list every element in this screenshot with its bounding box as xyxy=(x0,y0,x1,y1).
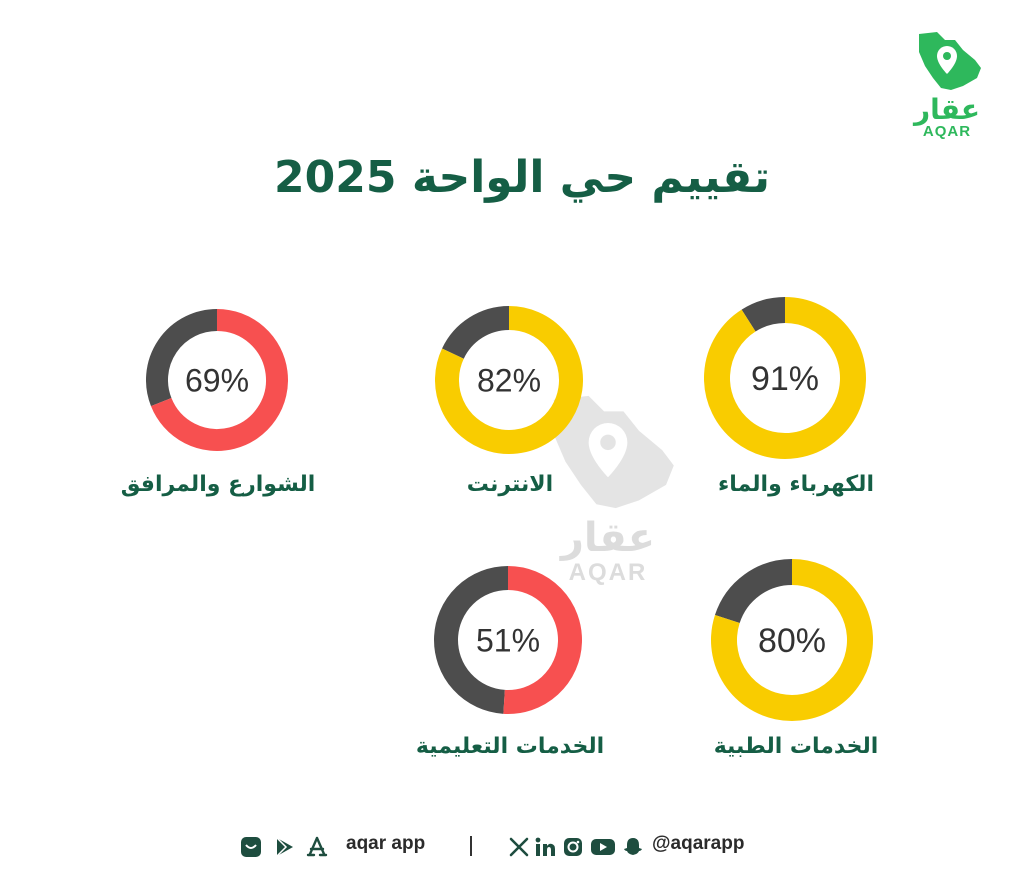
donut-remaining-arc xyxy=(714,559,793,624)
donut-value-label: 80% xyxy=(758,622,826,660)
page-title: تقييم حي الواحة 2025 xyxy=(274,152,770,203)
donut-value-arc xyxy=(704,297,866,459)
donut-remaining-arc xyxy=(442,306,510,360)
watermark-map-icon xyxy=(553,395,674,509)
category-label: الكهرباء والماء xyxy=(718,472,874,497)
watermark-text-en: AQAR xyxy=(568,559,648,586)
watermark-text-ar: عقار xyxy=(560,515,656,561)
saudi-map-icon xyxy=(919,32,981,90)
aqar-logo: عقار AQAR xyxy=(906,30,988,140)
social-handle: @aqarapp xyxy=(652,833,745,854)
app-store-icon[interactable] xyxy=(306,836,328,858)
donut-value-label: 69% xyxy=(185,363,249,399)
donut-remaining-arc xyxy=(146,309,218,407)
donut-remaining-arc xyxy=(434,566,509,714)
watermark: عقار AQAR xyxy=(528,392,688,592)
logo-text-ar: عقار xyxy=(914,93,980,126)
donut-value-arc xyxy=(435,306,583,454)
linkedin-icon[interactable] xyxy=(534,836,556,858)
category-label: الخدمات الطبية xyxy=(713,734,879,759)
donut-value-label: 91% xyxy=(751,360,819,398)
category-label: الخدمات التعليمية xyxy=(415,734,605,759)
donut-value-arc xyxy=(503,566,582,714)
logo-text-en: AQAR xyxy=(922,123,972,140)
donut-value-arc xyxy=(711,559,873,721)
x-icon[interactable] xyxy=(508,836,530,858)
google-play-icon[interactable] xyxy=(274,836,296,858)
app-label: aqar app xyxy=(346,833,426,854)
youtube-icon[interactable] xyxy=(590,836,615,858)
snapchat-icon[interactable] xyxy=(622,836,644,858)
instagram-icon[interactable] xyxy=(562,836,584,858)
donut-remaining-arc xyxy=(741,297,786,332)
category-label: الشوارع والمرافق xyxy=(120,472,316,497)
donut-value-label: 51% xyxy=(476,623,540,659)
footer-divider xyxy=(470,836,472,856)
category-label: الانترنت xyxy=(466,472,554,497)
donut-value-arc xyxy=(150,309,288,451)
donut-value-label: 82% xyxy=(477,363,541,399)
store-icon[interactable] xyxy=(240,836,262,858)
